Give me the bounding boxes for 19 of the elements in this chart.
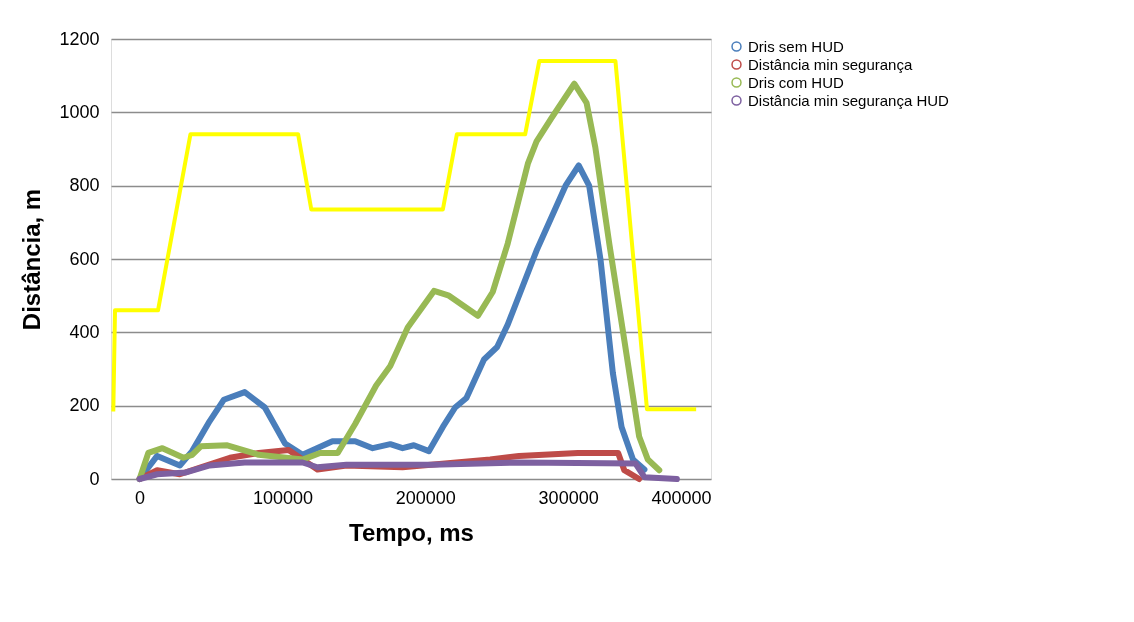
y-axis-title: Distância, m — [18, 188, 46, 331]
y-tick-label: 0 — [89, 468, 100, 489]
x-axis-title: Tempo, ms — [349, 518, 474, 546]
y-tick-label: 400 — [69, 321, 100, 342]
y-tick-label: 1200 — [59, 28, 100, 49]
x-tick-label: 100000 — [252, 487, 313, 508]
legend-label: Distância min segurança HUD — [748, 91, 950, 109]
line-series — [111, 59, 699, 414]
x-tick-label: 300000 — [538, 487, 599, 508]
x-tick-label: 0 — [135, 487, 146, 508]
y-tick-label: 600 — [69, 248, 100, 269]
y-tick-label: 200 — [69, 395, 100, 416]
legend-label: Distância min segurança — [748, 55, 913, 73]
y-tick-label: 1000 — [59, 101, 100, 122]
y-tick-label: 800 — [69, 175, 100, 196]
legend-label: Dris com HUD — [748, 73, 844, 91]
x-tick-label: 400000 — [651, 487, 712, 508]
legend-label: Dris sem HUD — [748, 37, 844, 55]
x-tick-label: 200000 — [395, 487, 456, 508]
